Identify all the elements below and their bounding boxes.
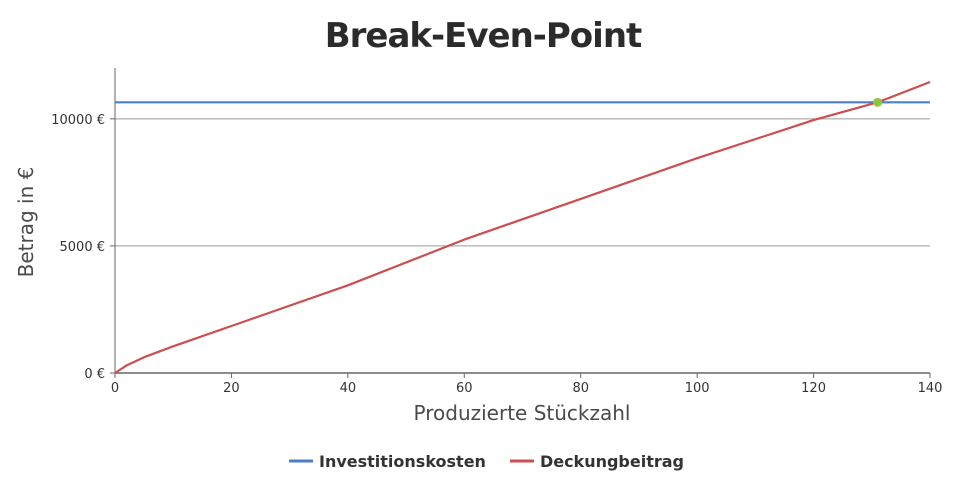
y-axis-title: Betrag in € (14, 167, 38, 278)
x-tick-label-6: 120 (801, 381, 826, 396)
legend-label-1: Deckungbeitrag (540, 452, 684, 471)
x-tick-label-3: 60 (456, 381, 473, 396)
x-tick-label-7: 140 (918, 381, 943, 396)
x-tick-label-1: 20 (223, 381, 240, 396)
x-tick-label-0: 0 (111, 381, 119, 396)
x-axis-title: Produzierte Stückzahl (414, 401, 631, 425)
y-tick-label-2: 10000 € (51, 113, 105, 128)
tick-labels: 0 20 40 60 80 100 120 140 0 € 5000 € 10000 € (51, 113, 942, 396)
break-even-point-marker (873, 97, 883, 107)
legend: Investitionskosten Deckungbeitrag (289, 452, 684, 471)
series-layer (114, 80, 931, 374)
x-tick-label-2: 40 (340, 381, 357, 396)
y-tick-label-0: 0 € (84, 367, 105, 382)
x-tick-label-4: 80 (572, 381, 589, 396)
grid-lines (115, 118, 930, 247)
legend-label-0: Investitionskosten (319, 452, 486, 471)
chart-title: Break-Even-Point (325, 16, 642, 56)
axes (114, 68, 930, 374)
y-tick-label-1: 5000 € (60, 240, 106, 255)
series-line-deckungbeitrag (114, 80, 931, 374)
x-tick-label-5: 100 (685, 381, 710, 396)
